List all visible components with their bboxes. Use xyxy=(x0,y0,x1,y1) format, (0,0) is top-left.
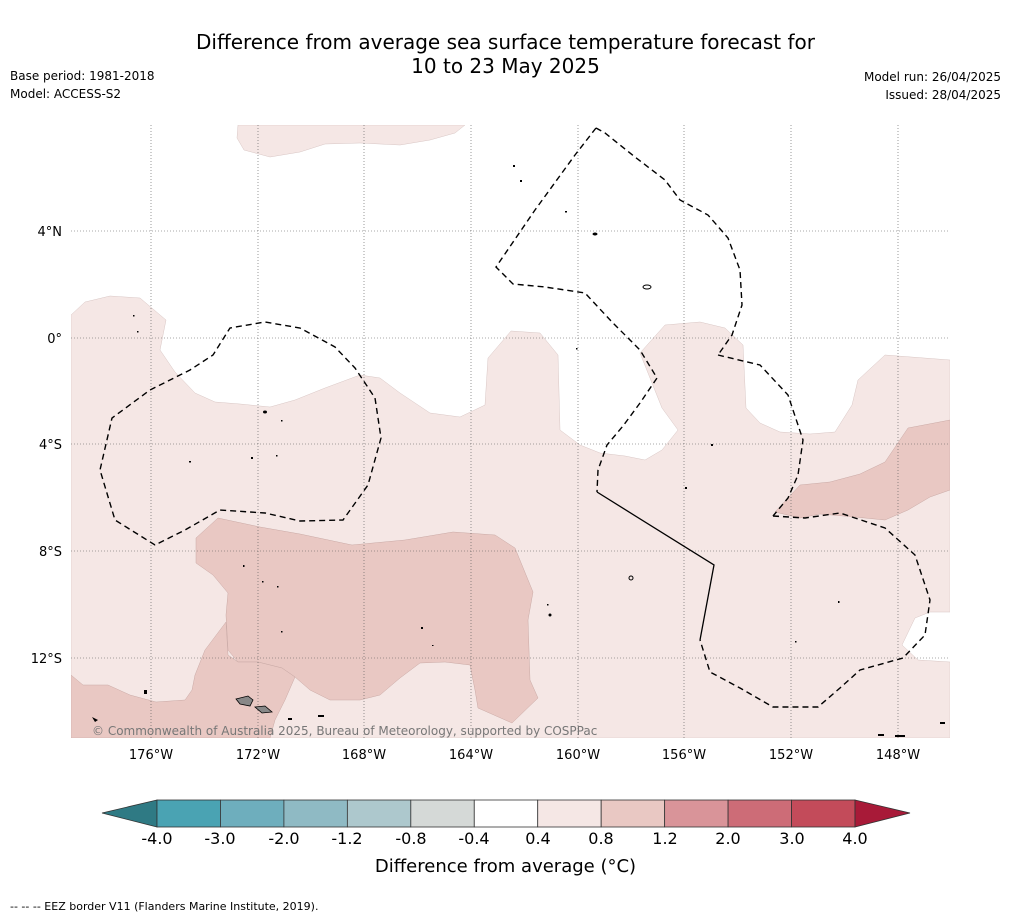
lon-label: 156°W xyxy=(662,748,706,763)
colorbar-title: Difference from average (°C) xyxy=(374,856,637,877)
colorbar-tick: 4.0 xyxy=(842,829,867,848)
colorbar-bins xyxy=(156,799,856,828)
title-line-2: 10 to 23 May 2025 xyxy=(411,54,600,78)
samoa-island-upolu xyxy=(235,695,254,707)
colorbar-tick: 0.8 xyxy=(588,829,613,848)
colorbar: -4.0 -3.0 -2.0 -1.2 -0.8 -0.4 0.4 0.8 1.… xyxy=(101,799,911,848)
samoa-island-savaii xyxy=(254,705,273,714)
colorbar-bin xyxy=(537,799,602,828)
colorbar-bin xyxy=(791,799,856,828)
colorbar-tick: -2.0 xyxy=(268,829,299,848)
anomaly-region-medium-east xyxy=(774,419,950,521)
lon-label: 152°W xyxy=(769,748,813,763)
eez-footnote: -- -- -- EEZ border V11 (Flanders Marine… xyxy=(10,900,319,913)
lat-label: 0° xyxy=(47,332,62,347)
colorbar-bin xyxy=(727,799,792,828)
colorbar-tick: 3.0 xyxy=(779,829,804,848)
colorbar-tick: 1.2 xyxy=(652,829,677,848)
islands xyxy=(92,165,945,737)
lon-label: 164°W xyxy=(449,748,493,763)
issued-date: Issued: 28/04/2025 xyxy=(885,88,1001,102)
anomaly-region-medium-south xyxy=(195,517,539,724)
colorbar-bin xyxy=(664,799,729,828)
model-run: Model run: 26/04/2025 xyxy=(863,70,1001,84)
colorbar-tick: 2.0 xyxy=(715,829,740,848)
colorbar-bin xyxy=(220,799,285,828)
colorbar-bin xyxy=(283,799,348,828)
lon-label: 172°W xyxy=(236,748,280,763)
colorbar-tick-labels: -4.0 -3.0 -2.0 -1.2 -0.8 -0.4 0.4 0.8 1.… xyxy=(141,829,867,848)
colorbar-tick: -0.8 xyxy=(395,829,426,848)
colorbar-tick: -1.2 xyxy=(331,829,362,848)
title-line-1: Difference from average sea surface temp… xyxy=(195,30,815,54)
eez-borders xyxy=(99,127,931,708)
longitude-labels: 176°W 172°W 168°W 164°W 160°W 156°W 152°… xyxy=(129,748,920,763)
latitude-labels: 4°N 0° 4°S 8°S 12°S xyxy=(31,225,62,667)
colorbar-bin xyxy=(346,799,412,828)
colorbar-tick: -4.0 xyxy=(141,829,172,848)
lat-label: 12°S xyxy=(31,652,62,667)
lat-label: 4°S xyxy=(39,438,62,453)
lon-label: 160°W xyxy=(556,748,600,763)
anomaly-region-light-top xyxy=(236,125,466,158)
lon-label: 148°W xyxy=(876,748,920,763)
eez-border-solid-segment xyxy=(596,491,715,641)
colorbar-bin xyxy=(600,799,666,828)
map-area xyxy=(71,125,950,738)
colorbar-under-arrow xyxy=(101,799,158,828)
map-title: Difference from average sea surface temp… xyxy=(0,30,1011,78)
model-name: Model: ACCESS-S2 xyxy=(10,87,122,101)
lat-label: 8°S xyxy=(39,545,62,560)
lat-label: 4°N xyxy=(38,225,63,240)
meta-left: Base period: 1981-2018 Model: ACCESS-S2 xyxy=(10,67,155,103)
colorbar-tick: 0.4 xyxy=(525,829,550,848)
lon-label: 168°W xyxy=(342,748,386,763)
eez-border-tokelau xyxy=(99,321,382,546)
eez-border-kiribati-line xyxy=(495,127,658,493)
colorbar-bin xyxy=(156,799,221,828)
colorbar-bin xyxy=(410,799,475,828)
colorbar-tick: -3.0 xyxy=(204,829,235,848)
colorbar-bin xyxy=(473,799,539,828)
colorbar-over-arrow xyxy=(854,799,911,828)
lon-label: 176°W xyxy=(129,748,173,763)
copyright-notice: © Commonwealth of Australia 2025, Bureau… xyxy=(92,724,598,738)
eez-border-kiribati-line-north xyxy=(595,127,743,356)
colorbar-tick: -0.4 xyxy=(458,829,489,848)
anomaly-region-medium-southwest xyxy=(71,621,296,738)
eez-border-cook-islands xyxy=(699,512,931,708)
eez-border-kiribati-east xyxy=(717,354,804,517)
base-period: Base period: 1981-2018 xyxy=(10,69,155,83)
meta-right: Model run: 26/04/2025 Issued: 28/04/2025 xyxy=(864,68,1001,104)
graticule xyxy=(71,125,950,738)
